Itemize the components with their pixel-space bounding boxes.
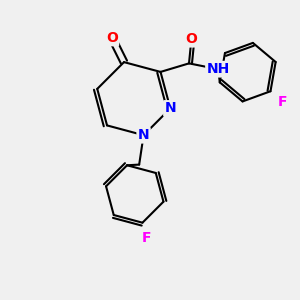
Text: F: F — [278, 95, 288, 109]
Text: N: N — [138, 128, 149, 142]
Text: F: F — [142, 231, 152, 245]
Text: O: O — [106, 31, 118, 45]
Text: N: N — [164, 101, 176, 116]
Text: NH: NH — [206, 62, 230, 76]
Text: O: O — [185, 32, 197, 46]
